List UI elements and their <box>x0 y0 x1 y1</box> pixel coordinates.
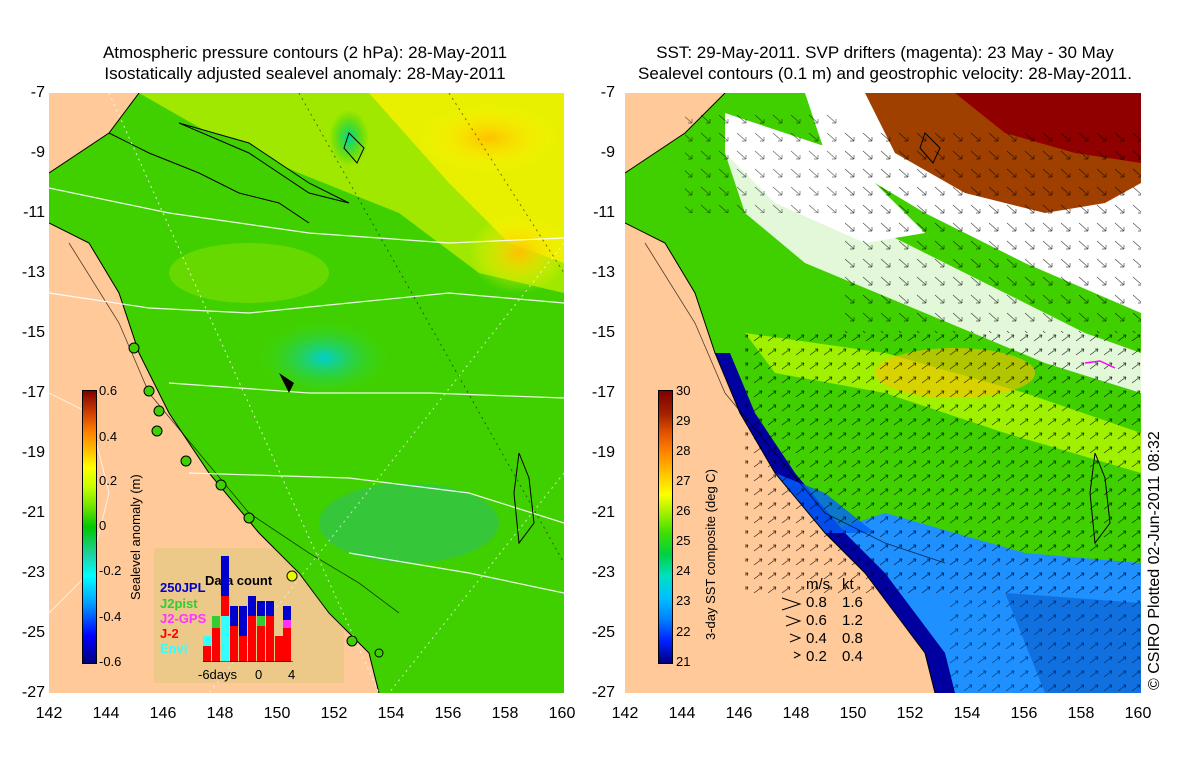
velocity-legend-kt: 0.4 <box>842 648 863 665</box>
colorbar-tick: 30 <box>676 383 691 398</box>
data-count-x-tick: 0 <box>255 667 263 682</box>
right-colorbar-label: 3-day SST composite (deg C) <box>703 469 718 640</box>
x-tick: 156 <box>434 705 462 722</box>
x-tick: 156 <box>1010 705 1038 722</box>
colorbar-tick: -0.6 <box>99 654 122 669</box>
y-tick: -13 <box>21 264 45 281</box>
colorbar-tick: -0.2 <box>99 563 122 578</box>
colorbar-tick: 21 <box>676 654 691 669</box>
data-count-legend-item: J-2 <box>160 626 179 641</box>
velocity-legend-arrows <box>781 597 802 659</box>
tide-gauge-marker <box>128 342 140 354</box>
colorbar-tick: 29 <box>676 413 691 428</box>
right-title-line1: SST: 29-May-2011. SVP drifters (magenta)… <box>656 43 1114 62</box>
y-tick: -11 <box>23 204 45 221</box>
right-colorbar <box>658 390 673 664</box>
velocity-legend-kt: 0.8 <box>842 630 863 647</box>
left-map-svg <box>49 93 564 693</box>
velocity-legend-header-kt: kt <box>842 576 854 593</box>
velocity-legend-ms: 0.4 <box>806 630 827 647</box>
velocity-legend-ms: 0.6 <box>806 612 827 629</box>
colorbar-tick: 0.6 <box>99 383 118 398</box>
y-tick: -15 <box>21 324 45 341</box>
data-count-legend-item: J2-GPS <box>160 611 207 626</box>
y-tick: -27 <box>21 684 45 701</box>
left-colorbar-label: Sealevel anomaly (m) <box>128 474 143 600</box>
velocity-legend-header-ms: m/s <box>806 576 831 593</box>
svp-drifter-track <box>1084 360 1116 369</box>
data-count-legend-item: Envi <box>160 641 188 656</box>
y-tick: -13 <box>591 264 615 281</box>
x-tick: 148 <box>206 705 234 722</box>
y-tick: -23 <box>21 564 45 581</box>
data-count-legend-item: J2pist <box>160 596 198 611</box>
x-tick: 144 <box>668 705 696 722</box>
credit-text: © CSIRO Plotted 02-Jun-2011 08:32 <box>1146 431 1163 690</box>
data-count-x-tick: -6days <box>198 667 238 682</box>
colorbar-tick: 24 <box>676 563 691 578</box>
x-tick: 154 <box>377 705 405 722</box>
velocity-legend-kt: 1.2 <box>842 612 863 629</box>
y-tick: -25 <box>21 624 45 641</box>
y-tick: -9 <box>600 144 615 161</box>
right-title-line2: Sealevel contours (0.1 m) and geostrophi… <box>638 64 1132 83</box>
x-tick: 152 <box>896 705 924 722</box>
x-tick: 160 <box>548 705 576 722</box>
y-tick: -7 <box>600 84 615 101</box>
x-tick: 142 <box>611 705 639 722</box>
x-tick: 146 <box>149 705 177 722</box>
y-tick: -23 <box>591 564 615 581</box>
colorbar-tick: 0.2 <box>99 473 118 488</box>
y-tick: -25 <box>591 624 615 641</box>
left-colorbar <box>82 390 97 664</box>
data-count-bars <box>203 556 293 662</box>
y-tick: -19 <box>21 444 45 461</box>
x-tick: 158 <box>491 705 519 722</box>
left-title-line2: Isostatically adjusted sealevel anomaly:… <box>104 64 506 83</box>
y-tick: -17 <box>21 384 45 401</box>
data-count-legend-item: 250JPL <box>160 580 206 595</box>
y-tick: -21 <box>21 504 45 521</box>
colorbar-tick: 0.4 <box>99 429 118 444</box>
x-tick: 146 <box>725 705 753 722</box>
right-title: SST: 29-May-2011. SVP drifters (magenta)… <box>605 42 1165 84</box>
left-land-png <box>49 93 139 173</box>
velocity-legend-ms: 0.8 <box>806 594 827 611</box>
geostrophic-velocity-field <box>745 333 1141 593</box>
x-tick: 150 <box>839 705 867 722</box>
y-tick: -15 <box>591 324 615 341</box>
colorbar-tick: 27 <box>676 473 691 488</box>
colorbar-tick: 26 <box>676 503 691 518</box>
velocity-legend-ms: 0.2 <box>806 648 827 665</box>
x-tick: 144 <box>92 705 120 722</box>
colorbar-tick: -0.4 <box>99 609 122 624</box>
x-tick: 148 <box>782 705 810 722</box>
x-tick: 154 <box>953 705 981 722</box>
y-tick: -21 <box>591 504 615 521</box>
velocity-legend-kt: 1.6 <box>842 594 863 611</box>
y-tick: -7 <box>30 84 45 101</box>
data-count-x-tick: 4 <box>288 667 296 682</box>
y-tick: -19 <box>591 444 615 461</box>
x-tick: 142 <box>35 705 63 722</box>
y-tick: -11 <box>593 204 615 221</box>
left-map-panel[interactable] <box>49 93 564 693</box>
right-map-svg <box>625 93 1141 693</box>
colorbar-tick: 23 <box>676 593 691 608</box>
y-tick: -27 <box>591 684 615 701</box>
x-tick: 160 <box>1124 705 1152 722</box>
left-title-line1: Atmospheric pressure contours (2 hPa): 2… <box>102 43 508 62</box>
left-title: Atmospheric pressure contours (2 hPa): 2… <box>45 42 565 84</box>
colorbar-tick: 28 <box>676 443 691 458</box>
x-tick: 158 <box>1067 705 1095 722</box>
colorbar-tick: 22 <box>676 624 691 639</box>
x-tick: 150 <box>263 705 291 722</box>
colorbar-tick: 25 <box>676 533 691 548</box>
x-tick: 152 <box>320 705 348 722</box>
colorbar-tick: 0 <box>99 518 107 533</box>
right-map-panel[interactable] <box>625 93 1141 693</box>
y-tick: -17 <box>591 384 615 401</box>
y-tick: -9 <box>30 144 45 161</box>
